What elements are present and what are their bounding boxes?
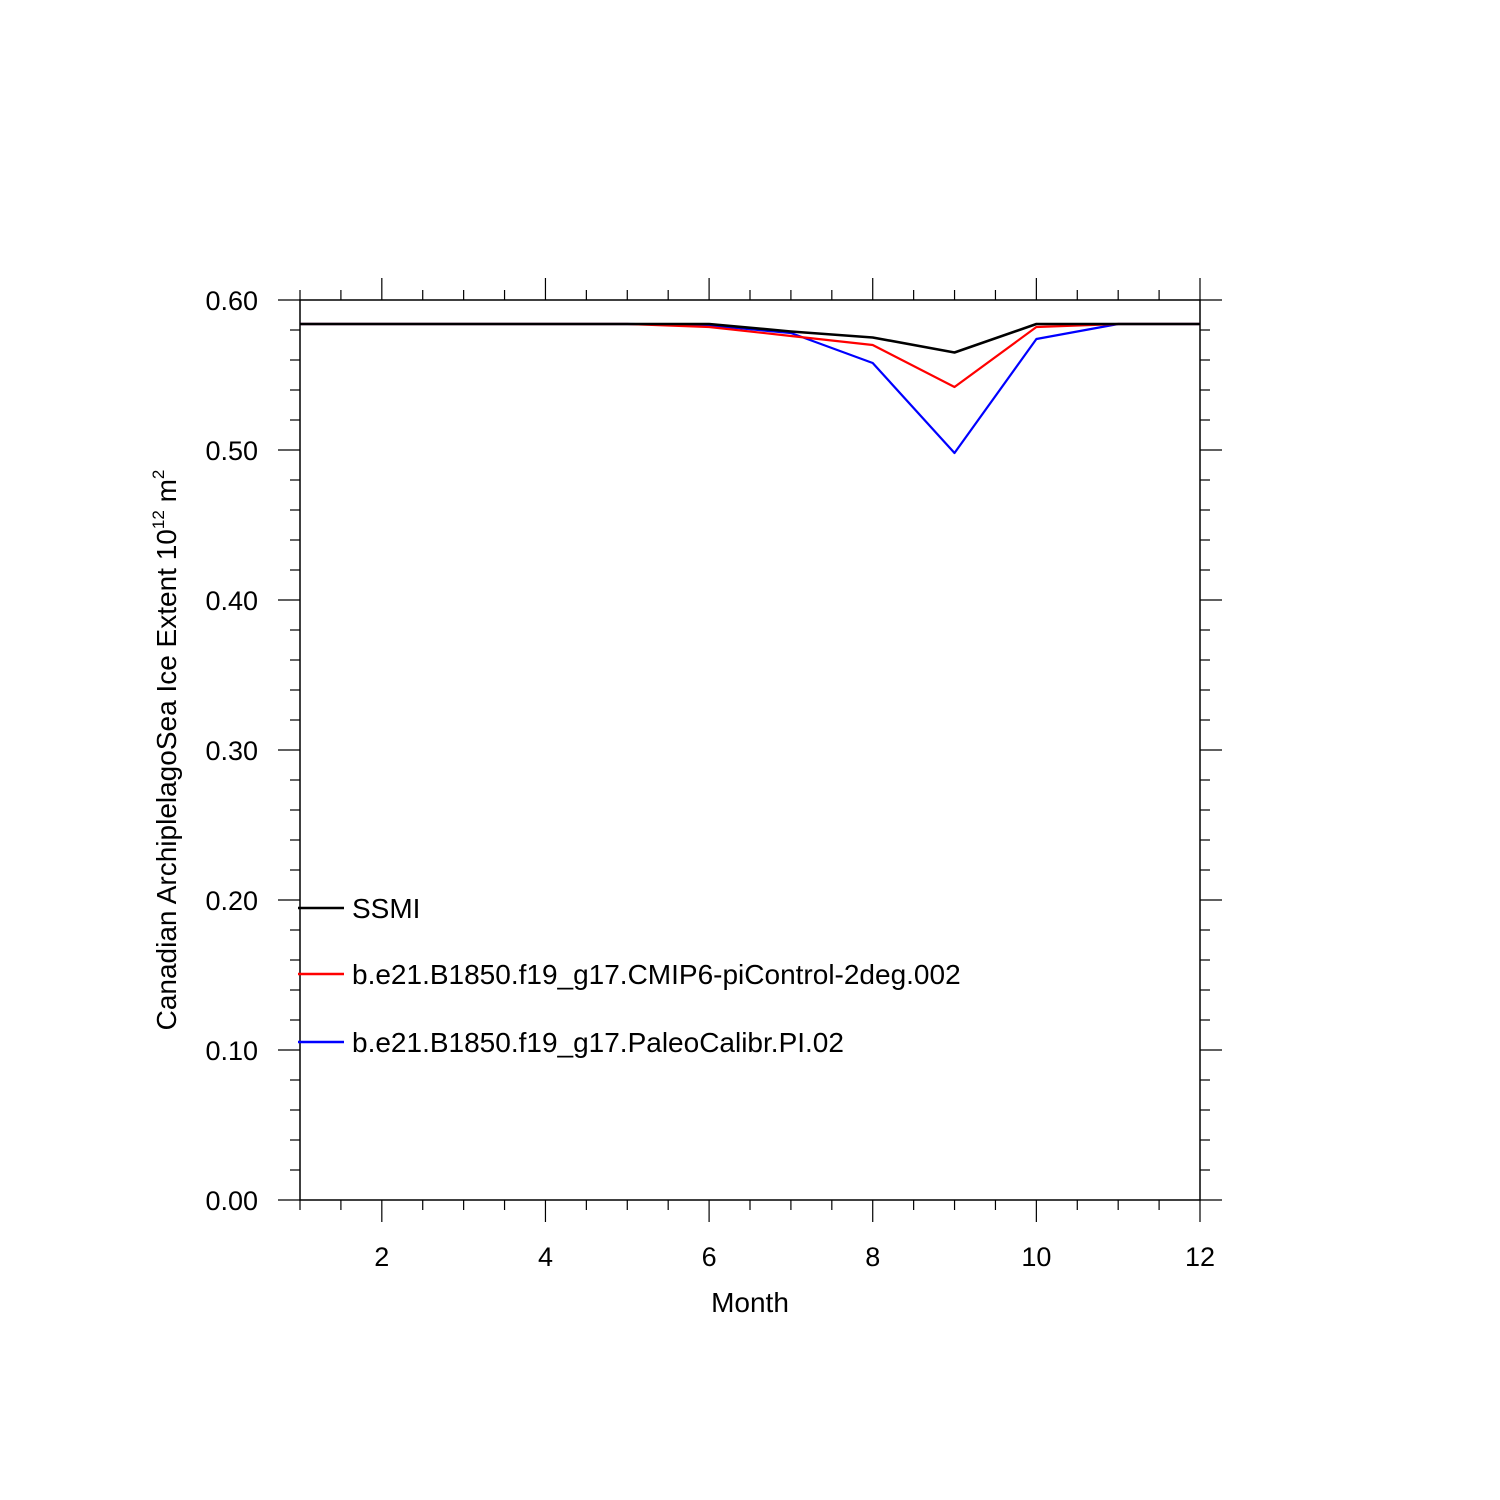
y-axis-title-exponent-1: 12 xyxy=(149,510,168,529)
y-axis-title-text: Canadian ArchiplelagoSea Ice Extent 10 xyxy=(151,529,182,1030)
x-tick-label: 4 xyxy=(538,1242,553,1272)
y-axis-title-unit: m xyxy=(151,479,182,510)
y-tick-labels: 0.00 0.10 0.20 0.30 0.40 0.50 0.60 xyxy=(205,286,258,1216)
y-tick-label: 0.10 xyxy=(205,1036,258,1066)
y-tick-label: 0.40 xyxy=(205,586,258,616)
y-tick-label: 0.30 xyxy=(205,736,258,766)
x-tick-labels: 2 4 6 8 10 12 xyxy=(374,1242,1215,1272)
x-tick-label: 10 xyxy=(1021,1242,1051,1272)
series-line-3 xyxy=(300,322,1200,455)
x-tick-label: 6 xyxy=(702,1242,717,1272)
legend-label: b.e21.B1850.f19_g17.PaleoCalibr.PI.02 xyxy=(352,1027,844,1058)
y-tick-label: 0.00 xyxy=(205,1186,258,1216)
x-tick-label: 2 xyxy=(374,1242,389,1272)
x-axis-title: Month xyxy=(711,1287,789,1318)
series-line-1 xyxy=(300,322,1200,354)
legend-label: SSMI xyxy=(352,893,420,924)
y-tick-label: 0.20 xyxy=(205,886,258,916)
y-tick-label: 0.50 xyxy=(205,436,258,466)
y-axis-title-exponent-2: 2 xyxy=(149,470,168,479)
legend: SSMI b.e21.B1850.f19_g17.CMIP6-piControl-… xyxy=(298,893,961,1058)
plot-frame xyxy=(299,299,1201,1201)
x-tick-label: 8 xyxy=(865,1242,880,1272)
y-axis-title: Canadian ArchiplelagoSea Ice Extent 1012… xyxy=(149,470,182,1031)
x-tick-label: 12 xyxy=(1185,1242,1215,1272)
axis-ticks xyxy=(278,278,1222,1222)
series-lines xyxy=(300,322,1200,455)
y-tick-label: 0.60 xyxy=(205,286,258,316)
legend-label: b.e21.B1850.f19_g17.CMIP6-piControl-2deg… xyxy=(352,959,961,990)
